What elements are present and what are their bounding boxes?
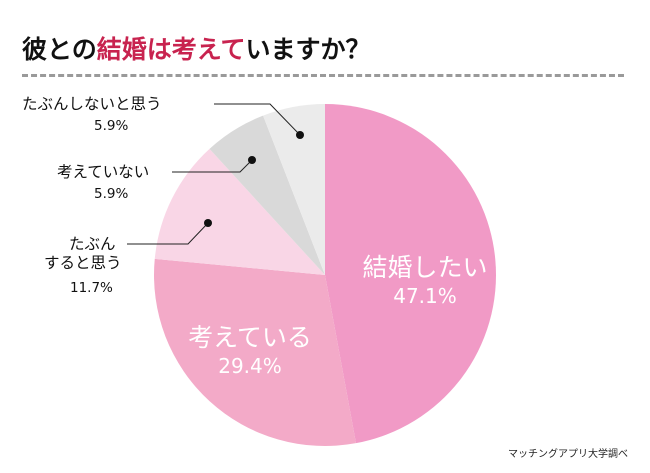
chart-title: 彼との結婚は考えていますか？ <box>22 30 371 66</box>
slice-label-considering-pct: 29.4% <box>218 354 282 378</box>
title-highlight: 結婚は考えて <box>96 35 246 64</box>
leader-probably-not <box>214 103 301 136</box>
label-not-considering: 考えていない <box>57 163 150 181</box>
title-part1: 彼との <box>22 35 97 64</box>
slice-label-marry: 結婚したい 47.1% <box>355 248 495 308</box>
label-probably-yes-line1: たぶん <box>69 235 116 253</box>
leader-not-considering <box>172 159 253 173</box>
slice-not-considering <box>209 115 325 275</box>
leader-probably-not-dot <box>296 131 304 139</box>
leader-probably-yes-dot <box>204 219 212 227</box>
slice-considering <box>153 258 356 446</box>
slice-label-considering-name: 考えている <box>188 323 312 352</box>
pct-probably-not: 5.9% <box>94 118 129 134</box>
slice-marry <box>325 104 496 444</box>
source-note: マッチングアプリ大学調べ <box>508 449 628 460</box>
title-part2: いますか？ <box>245 35 371 64</box>
leader-not-considering-dot <box>248 156 256 164</box>
leader-probably-yes <box>127 222 209 245</box>
slice-probably-not <box>263 104 325 275</box>
label-probably-not: たぶんしないと思う <box>22 95 162 113</box>
slice-label-marry-name: 結婚したい <box>362 253 488 282</box>
dashed-divider <box>22 74 624 77</box>
label-probably-yes-line2: すると思う <box>44 254 122 272</box>
pct-probably-yes: 11.7% <box>70 280 113 296</box>
slice-probably-yes <box>154 148 325 275</box>
slice-label-marry-pct: 47.1% <box>393 284 457 308</box>
slice-label-considering: 考えている 29.4% <box>175 318 325 378</box>
pct-not-considering: 5.9% <box>94 186 129 202</box>
